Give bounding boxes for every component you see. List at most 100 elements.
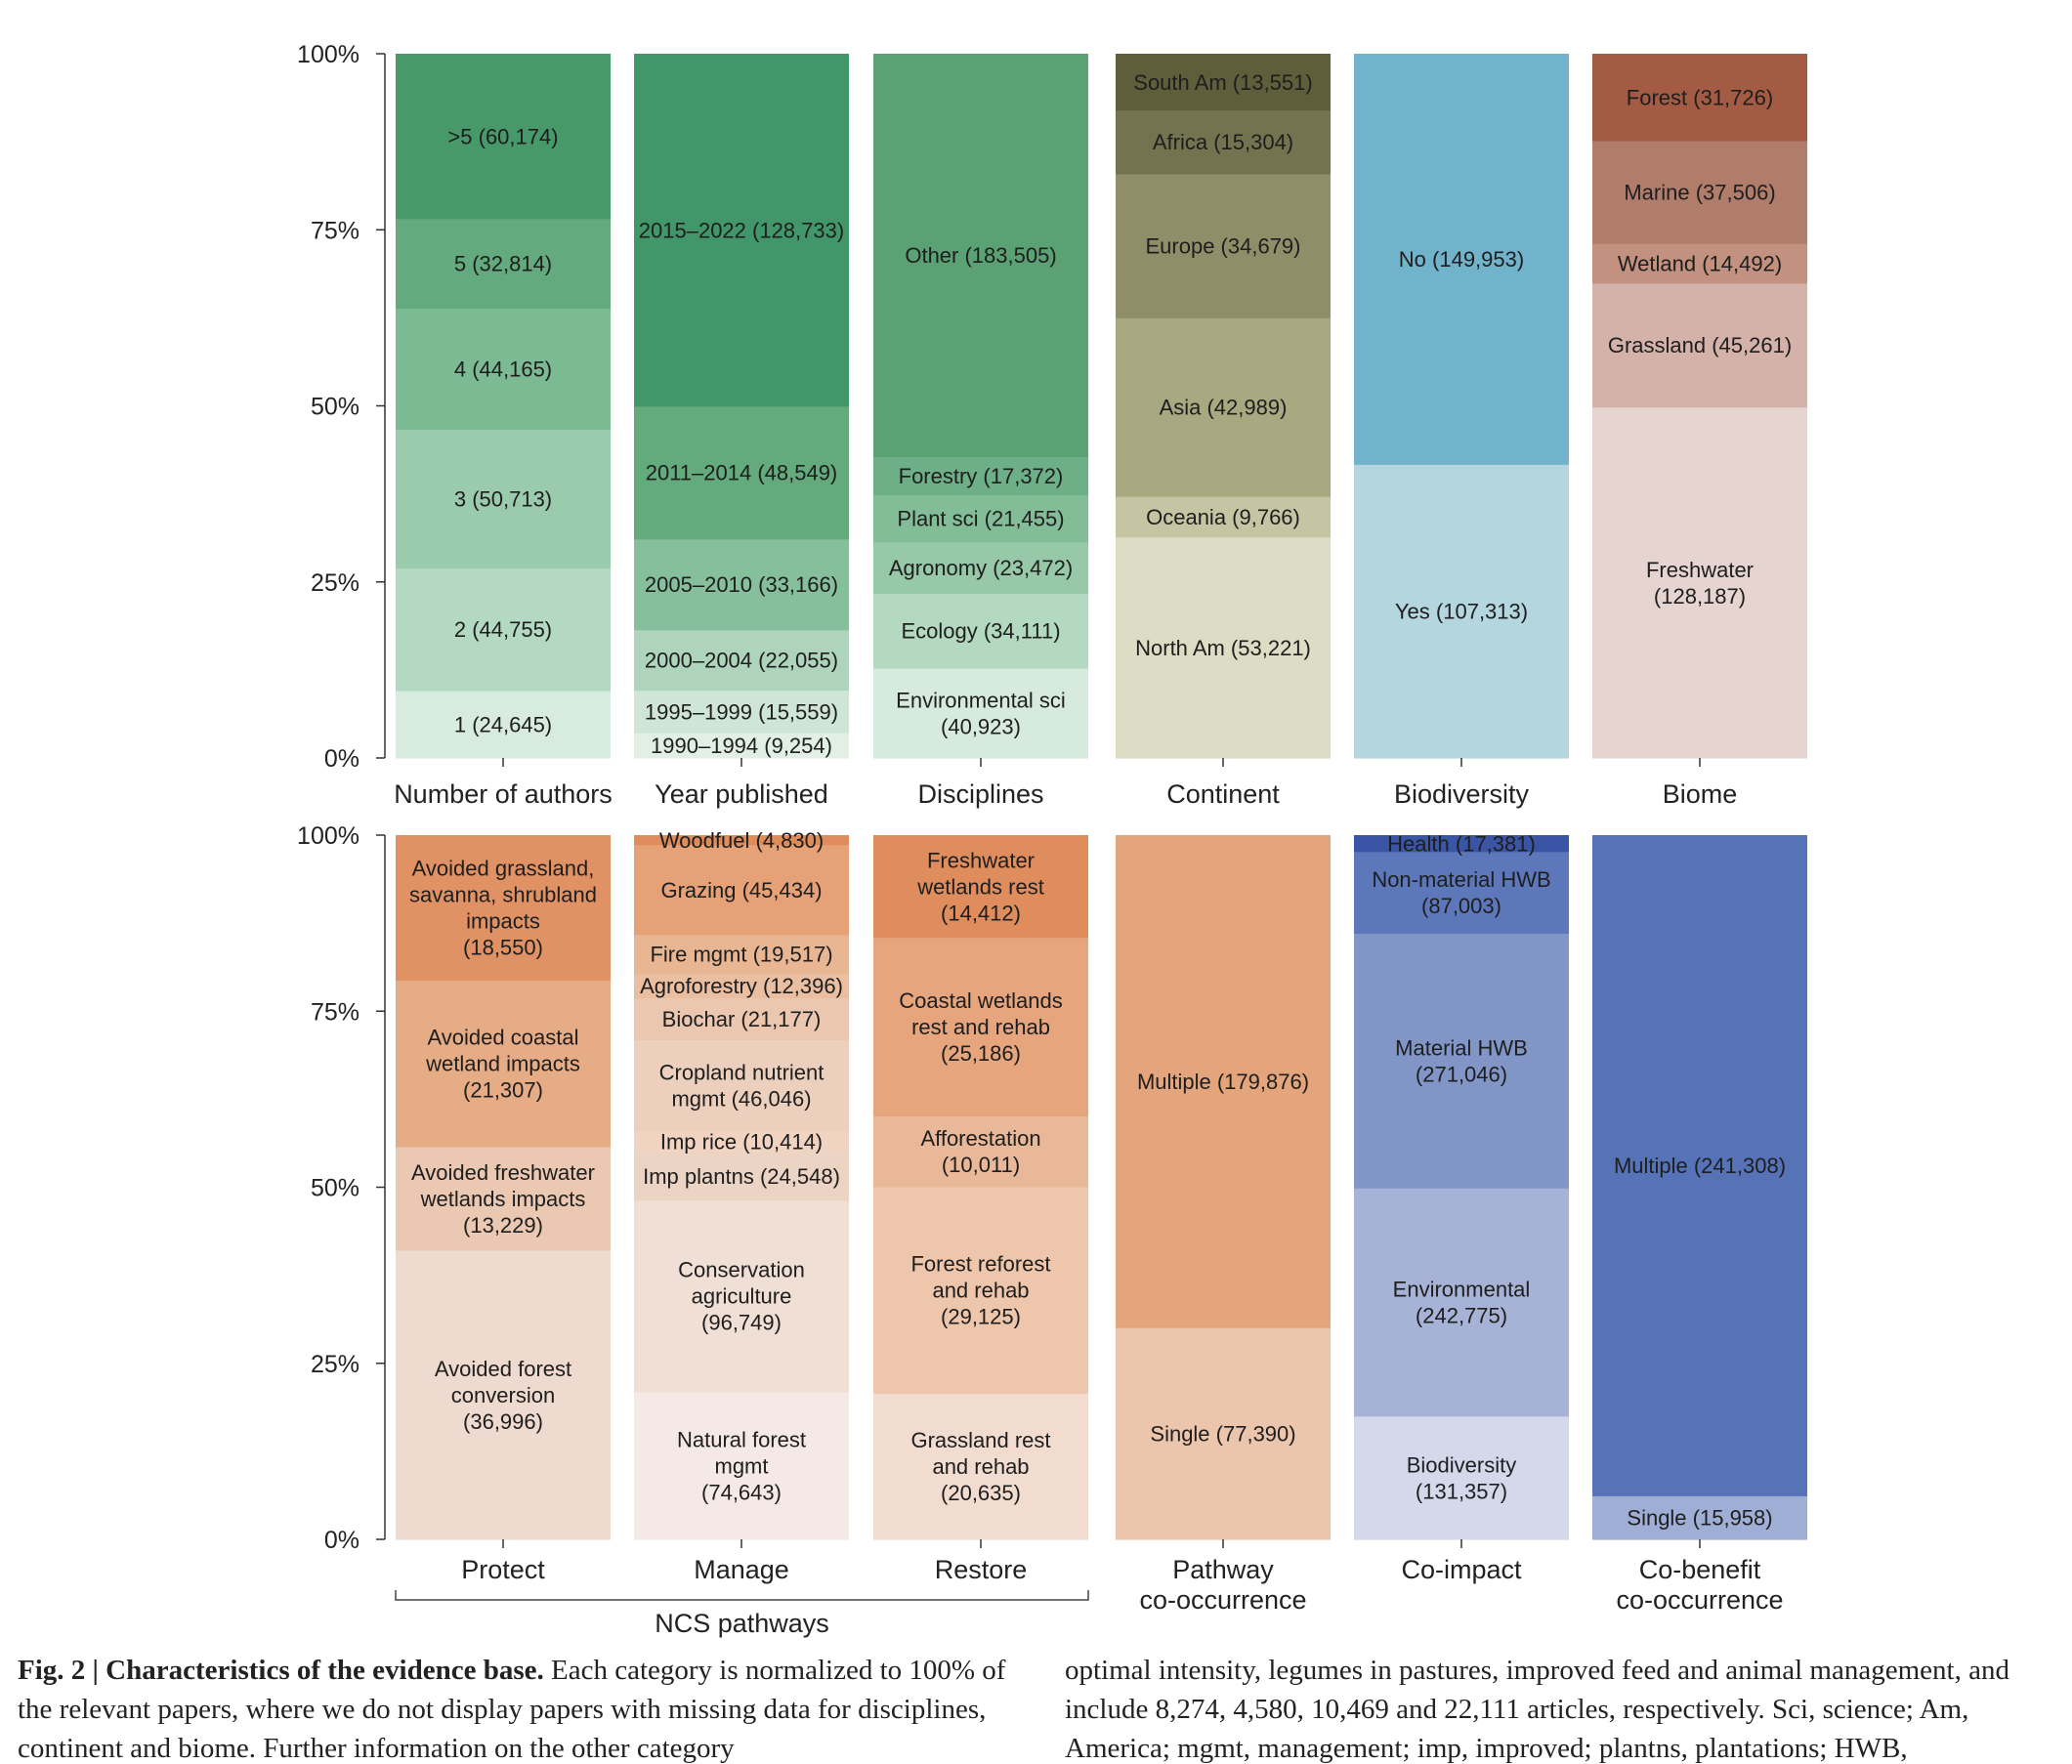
category-label: Year published [655,779,828,809]
segment-label: Yes (107,313) [1395,600,1528,624]
bar-number-of-authors: 1 (24,645) 2 (44,755) 3 (50,713) 4 (44,165)… [396,54,611,759]
bar-segment [634,1130,849,1153]
bar-segment [873,1115,1088,1188]
bar-segment [1354,851,1569,935]
bar-segment [1354,835,1569,853]
segment-label: 2015–2022 (128,733) [639,218,844,242]
segment-label: Europe (34,679) [1146,233,1301,258]
bar-segment [396,567,611,692]
segment-label: Multiple (179,876) [1137,1070,1309,1094]
bar-segment [634,538,849,631]
segment-label: 2011–2014 (48,549) [646,461,838,485]
segment-label: Biochar (21,177) [662,1007,822,1031]
bar-segment [396,690,611,759]
segment-label: Imp rice (10,414) [660,1129,823,1154]
bar-segment [1592,1495,1807,1540]
bar-segment [873,593,1088,669]
segment-label: Forestry (17,372) [899,464,1064,488]
bar-segment [873,668,1088,759]
figure-title: Characteristics of the evidence base. [106,1655,544,1686]
caption-text-left: Each category is normalized to 100% of t… [18,1655,1006,1764]
segment-label: Woodfuel (4,830) [659,828,824,853]
bar-segment [873,541,1088,594]
segment-label: Freshwater (128,187) [1646,558,1754,609]
y-tick-label: 0% [324,1527,359,1554]
bar-segment [1354,54,1569,465]
bar-segment [396,54,611,220]
segment-label: 2005–2010 (33,166) [645,572,838,597]
bar-segment [396,218,611,310]
segment-label: Grassland (45,261) [1608,333,1792,357]
segment-label: Afforestation (10,011) [920,1126,1040,1177]
segment-label: Forest (31,726) [1627,85,1773,109]
segment-label: 2000–2004 (22,055) [645,649,838,673]
segment-label: 4 (44,165) [454,357,552,381]
segment-label: Plant sci (21,455) [897,507,1064,531]
bar-segment [634,690,849,734]
segment-label: Environmental sci (40,923) [896,689,1066,739]
segment-label: >5 (60,174) [447,124,558,148]
segment-label: Marine (37,506) [1624,181,1775,205]
segment-label: 5 (32,814) [454,252,552,276]
bar-segment [1592,140,1807,244]
segment-label: Single (15,958) [1627,1506,1772,1531]
bar-segment [1592,282,1807,408]
bar-continent: North Am (53,221) Oceania (9,766) Asia (42… [1116,54,1331,759]
bar-segment [634,997,849,1041]
segment-label: Multiple (241,308) [1614,1154,1786,1178]
bar-segment [396,308,611,430]
segment-label: Grazing (45,434) [660,878,822,903]
segment-label: Asia (42,989) [1160,396,1288,420]
segment-label: Natural forest mgmt (74,643) [677,1427,806,1504]
category-label: Biome [1663,779,1738,809]
category-label: Continent [1166,779,1280,809]
bar-biome: Freshwater (128,187) Grassland (45,261) Wet… [1592,54,1807,759]
bar-segment [1116,1327,1331,1540]
bottom-panel-chart: 0% 25% 50% 75% 100% Avoided forest conversion(… [297,822,1807,1638]
segment-label: Other (183,505) [905,243,1056,268]
segment-label: Single (77,390) [1150,1422,1295,1447]
bar-segment [634,1391,849,1540]
segment-label: Grassland rest and rehab (20,635) [910,1428,1050,1505]
segment-label: No (149,953) [1399,247,1524,272]
segment-label: Freshwater wetlands rest (14,412) [916,848,1044,925]
bar-segment [1116,536,1331,759]
bar-segment [634,1039,849,1132]
bar-segment [873,456,1088,496]
category-label: Protect [461,1555,545,1584]
bar-segment [873,937,1088,1116]
segment-label: Cropland nutrient mgmt (46,046) [659,1061,825,1112]
bar-segment [634,973,849,999]
bar-segment [1116,835,1331,1328]
bar-segment [634,844,849,936]
category-label: Restore [935,1555,1028,1584]
bar-segment [873,494,1088,543]
caption-right-column: optimal intensity, legumes in pastures, … [1065,1651,2059,1764]
bar-segment [1592,54,1807,142]
bar-segment [873,1393,1088,1540]
y-tick-label: 50% [311,394,359,421]
bar-segment [634,1199,849,1393]
caption-text-right: optimal intensity, legumes in pastures, … [1065,1655,2009,1764]
segment-label: 3 (50,713) [454,486,552,511]
bar-segment [1592,835,1807,1496]
segment-label: 2 (44,755) [454,617,552,642]
bar-segment [1354,933,1569,1189]
bar-co-benefit-co-occurrence: Single (15,958) Multiple (241,308) [1592,835,1807,1540]
caption-left-column: Fig. 2 | Characteristics of the evidence… [18,1651,1014,1764]
y-tick-label: 50% [311,1175,359,1202]
segment-label: Material HWB (271,046) [1395,1035,1528,1086]
top-panel-chart: 0% 25% 50% 75% 100% 1 (24,645) 2 (44,755) 3 (50… [297,41,1807,809]
segment-label: Non-material HWB (87,003) [1372,867,1550,918]
bar-segment [1116,54,1331,111]
bar-segment [634,1151,849,1201]
bar-segment [634,629,849,692]
bar-segment [634,733,849,759]
segment-label: Agroforestry (12,396) [640,974,843,998]
bar-segment [1592,243,1807,284]
segment-label: Wetland (14,492) [1618,251,1782,275]
segment-label: Coastal wetlands rest and rehab (25,186) [899,988,1063,1066]
segment-label: Avoided forest conversion (36,996) [435,1357,571,1434]
category-label: Manage [694,1555,789,1584]
segment-label: Conservation agriculture (96,749) [678,1258,805,1335]
